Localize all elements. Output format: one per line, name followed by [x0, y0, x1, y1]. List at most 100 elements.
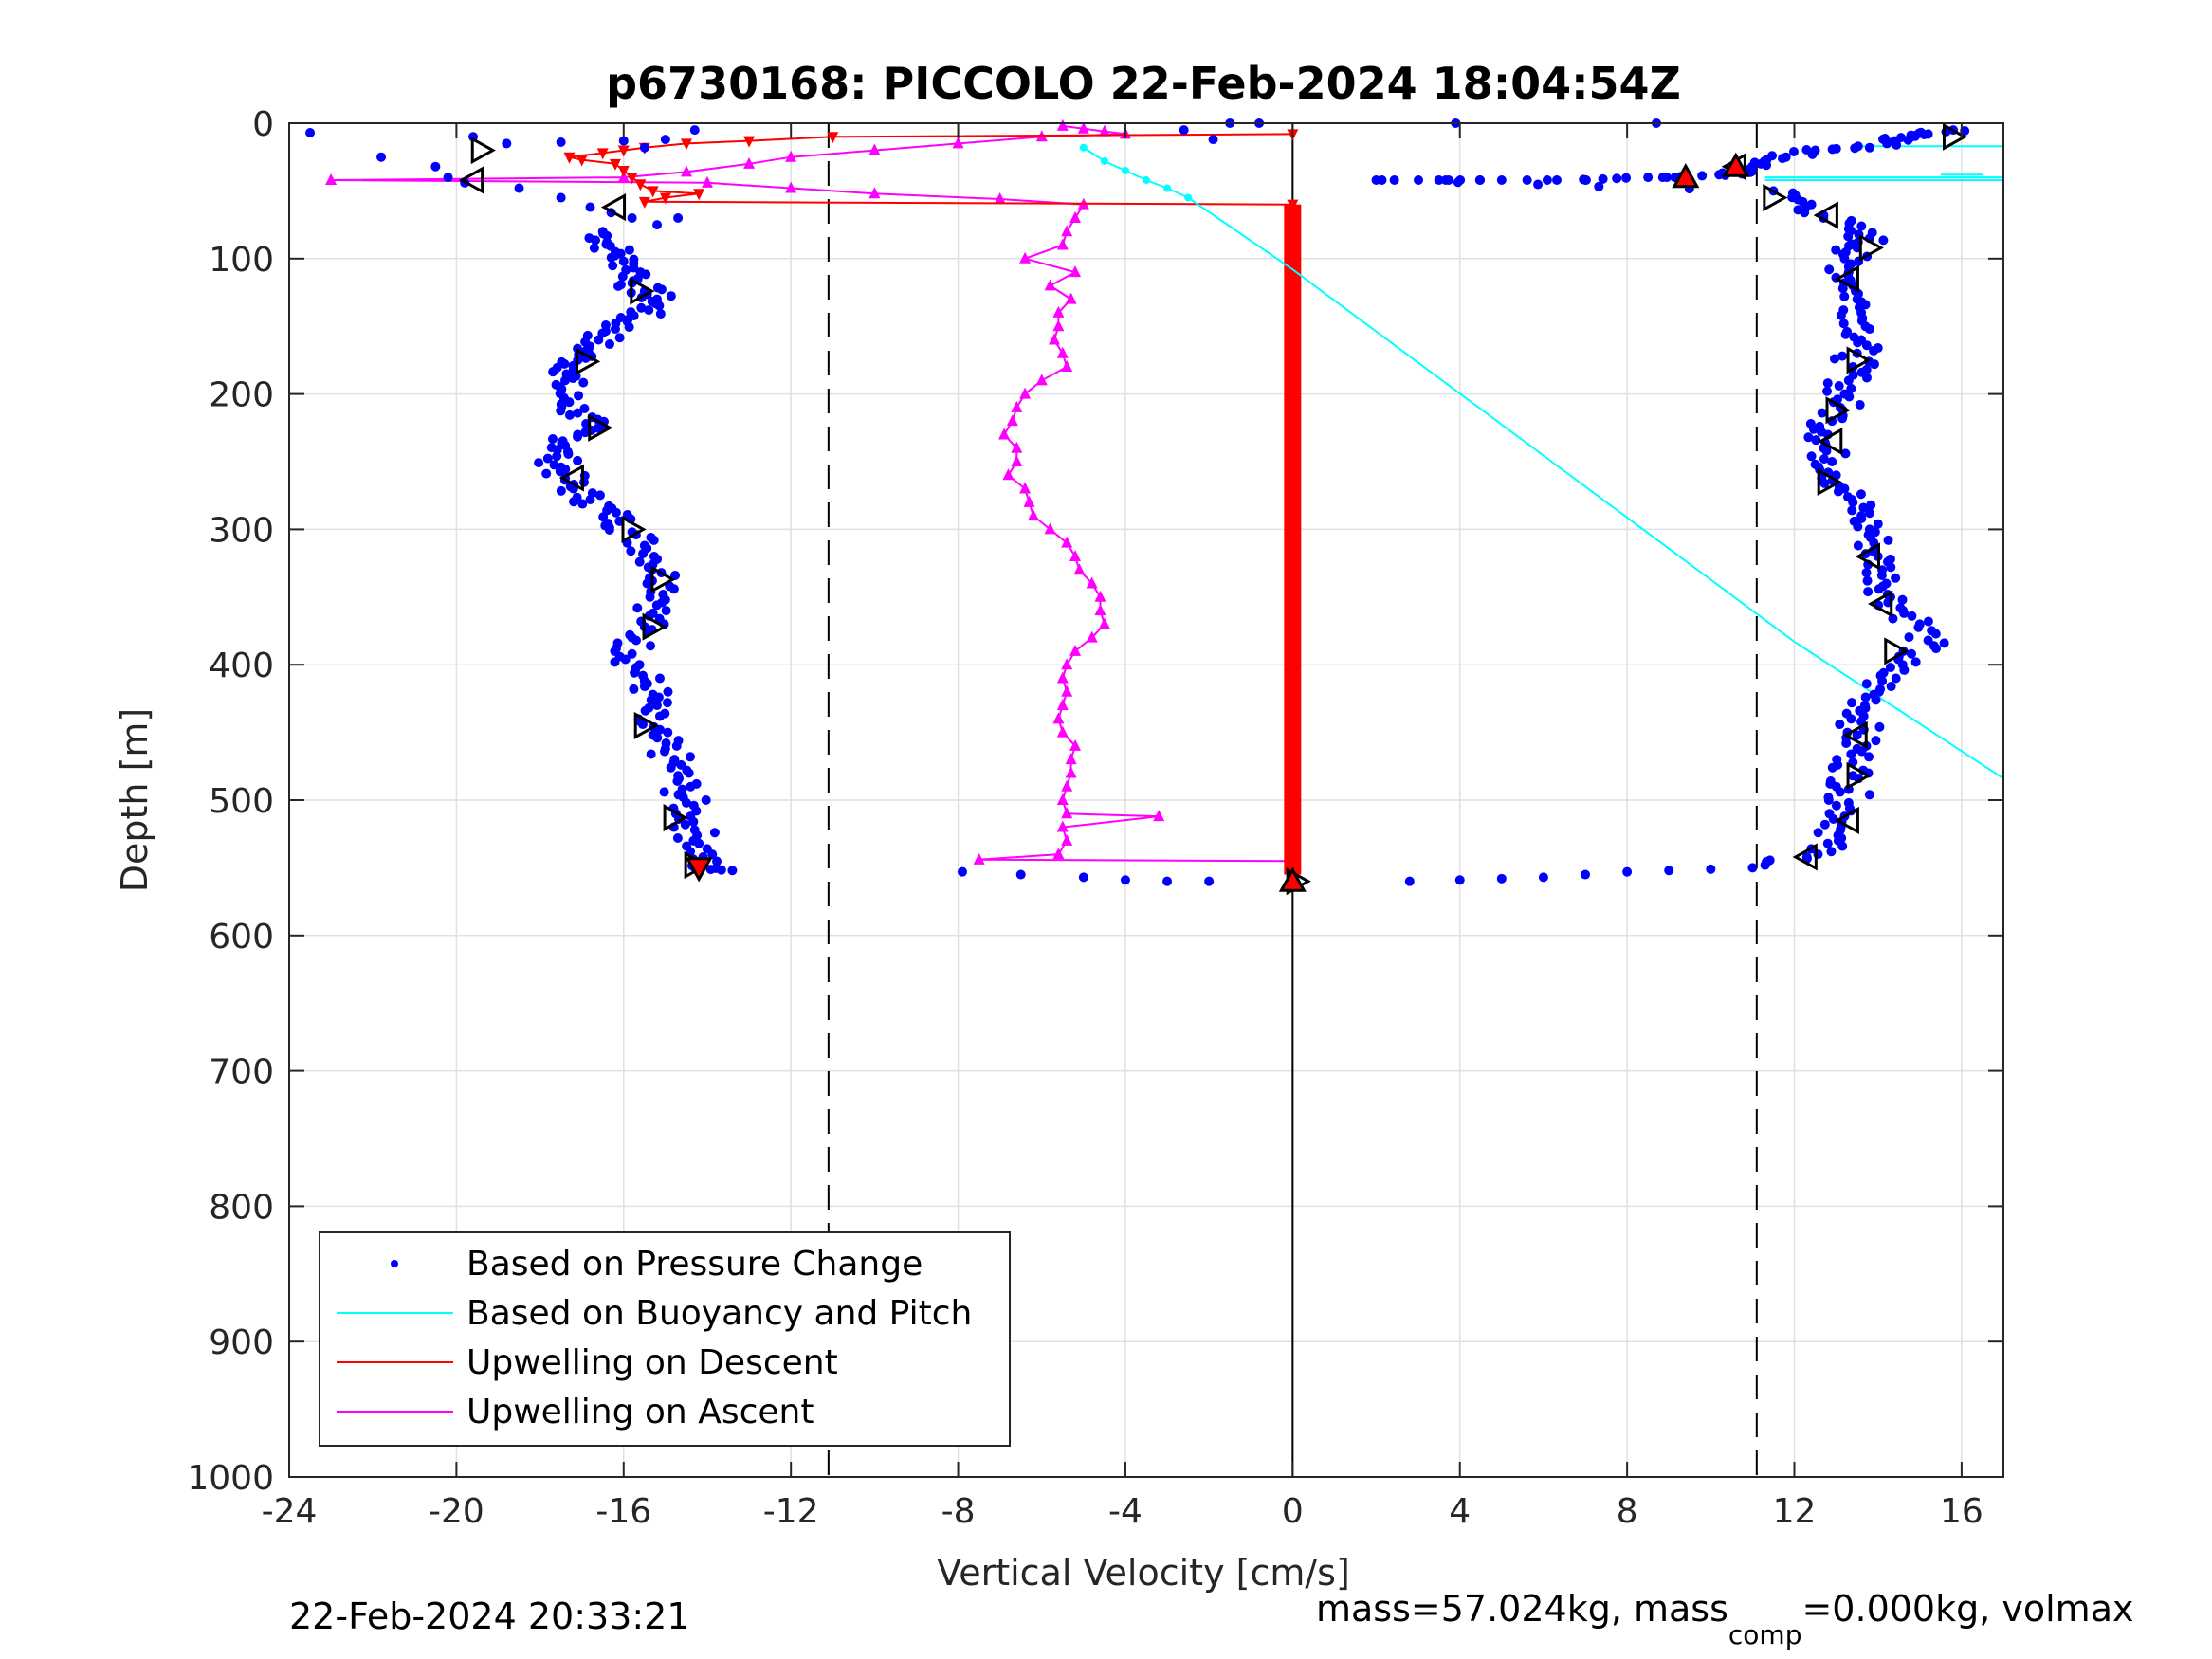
- pressure-point: [680, 819, 690, 830]
- pressure-point: [684, 768, 694, 778]
- pressure-point: [638, 549, 649, 559]
- pressure-point: [627, 648, 637, 659]
- pressure-point: [1831, 800, 1841, 811]
- pressure-point: [578, 377, 589, 388]
- pressure-point: [707, 849, 718, 860]
- pressure-point: [1414, 174, 1424, 185]
- ascent-point: [1056, 699, 1069, 711]
- pressure-point: [1542, 174, 1552, 185]
- pressure-point: [573, 431, 583, 442]
- pressure-point: [1903, 135, 1913, 145]
- descent-point: [626, 173, 638, 185]
- legend-label-ascent: Upwelling on Ascent: [466, 1393, 814, 1431]
- pressure-point: [1803, 432, 1814, 443]
- buoyancy-point: [1121, 166, 1129, 174]
- open-triangle-marker: [558, 464, 584, 492]
- pressure-point: [1841, 738, 1852, 749]
- ascent-point: [973, 852, 985, 865]
- ascent-point: [1044, 279, 1056, 291]
- pressure-point: [701, 795, 711, 805]
- pressure-point: [578, 477, 589, 487]
- pressure-point: [1892, 139, 1902, 150]
- pressure-point: [606, 252, 616, 263]
- pressure-point: [1860, 692, 1871, 702]
- pressure-point: [1878, 235, 1889, 246]
- pressure-point: [1836, 310, 1846, 320]
- pressure-point: [1904, 632, 1914, 643]
- open-triangle-marker: [663, 804, 688, 832]
- pressure-point: [645, 592, 655, 602]
- pressure-point: [564, 410, 575, 420]
- pressure-point: [1853, 521, 1863, 532]
- pressure-point: [1869, 345, 1879, 356]
- descent-point: [647, 186, 659, 198]
- open-triangle-marker: [1846, 346, 1872, 374]
- open-triangle-marker: [1825, 396, 1851, 425]
- legend-swatch-pressure: [391, 1260, 398, 1267]
- descent-point: [576, 155, 588, 167]
- open-triangle-marker: [630, 277, 655, 305]
- pressure-point: [1827, 457, 1837, 466]
- ascent-point: [994, 191, 1006, 204]
- open-triangle-marker: [1855, 542, 1880, 571]
- pressure-point: [1204, 876, 1215, 886]
- pressure-point: [1834, 381, 1844, 392]
- pressure-point: [1434, 174, 1444, 185]
- x-tick-label: -4: [1108, 1492, 1143, 1531]
- legend: Based on Pressure Change Based on Buoyan…: [319, 1231, 1011, 1447]
- ascent-point: [1048, 333, 1060, 345]
- pressure-point: [1861, 679, 1872, 689]
- open-triangle-marker: [650, 565, 676, 593]
- buoyancy-point: [1184, 193, 1193, 202]
- ascent-point: [1011, 441, 1023, 453]
- pressure-point: [1828, 813, 1838, 824]
- pressure-point: [727, 866, 738, 876]
- ascent-point: [1061, 807, 1073, 819]
- pressure-point: [1837, 351, 1848, 361]
- pressure-point: [1706, 864, 1716, 874]
- pressure-point: [1856, 746, 1867, 757]
- ascent-point: [1069, 644, 1082, 656]
- pressure-point: [654, 711, 665, 721]
- x-tick-label: 8: [1617, 1492, 1638, 1531]
- pressure-point: [1919, 129, 1929, 139]
- descent-point: [609, 158, 621, 171]
- pressure-point: [541, 468, 552, 479]
- pressure-point: [629, 684, 639, 694]
- pressure-point: [376, 152, 387, 162]
- pressure-point: [1808, 424, 1819, 434]
- pressure-point: [656, 284, 667, 295]
- ascent-point: [1061, 833, 1073, 846]
- pressure-point: [1910, 657, 1921, 667]
- pressure-point: [610, 324, 620, 335]
- footer-mass-info: mass=57.024kg, masscomp=0.000kg, volmax: [1316, 1588, 2133, 1650]
- pressure-point: [563, 449, 574, 460]
- open-triangle-marker: [1868, 590, 1893, 618]
- pressure-point: [1930, 629, 1941, 639]
- pressure-point: [655, 309, 666, 319]
- pressure-point: [1923, 616, 1933, 627]
- open-triangle-marker: [621, 515, 647, 543]
- pressure-point: [1760, 860, 1770, 870]
- open-triangle-marker: [1818, 428, 1843, 456]
- pressure-point: [1874, 721, 1885, 732]
- buoyancy-point: [1100, 156, 1108, 165]
- open-triangle-marker: [575, 347, 601, 375]
- pressure-point: [1661, 173, 1672, 183]
- pressure-point: [1819, 454, 1829, 465]
- pressure-point: [652, 733, 663, 743]
- ascent-point: [1006, 414, 1018, 427]
- pressure-point: [662, 698, 672, 708]
- pressure-point: [573, 455, 583, 465]
- ascent-point: [1094, 604, 1106, 616]
- ascent-point: [1061, 779, 1073, 792]
- pressure-point: [1855, 400, 1865, 410]
- footer-mass-text: mass=57.024kg, mass: [1316, 1588, 1728, 1630]
- pressure-point: [1939, 638, 1949, 648]
- ascent-point: [1069, 738, 1082, 751]
- descent-point: [634, 179, 647, 191]
- pressure-point: [577, 499, 588, 509]
- pressure-point: [1179, 125, 1189, 136]
- y-tick-label: 900: [209, 1323, 274, 1362]
